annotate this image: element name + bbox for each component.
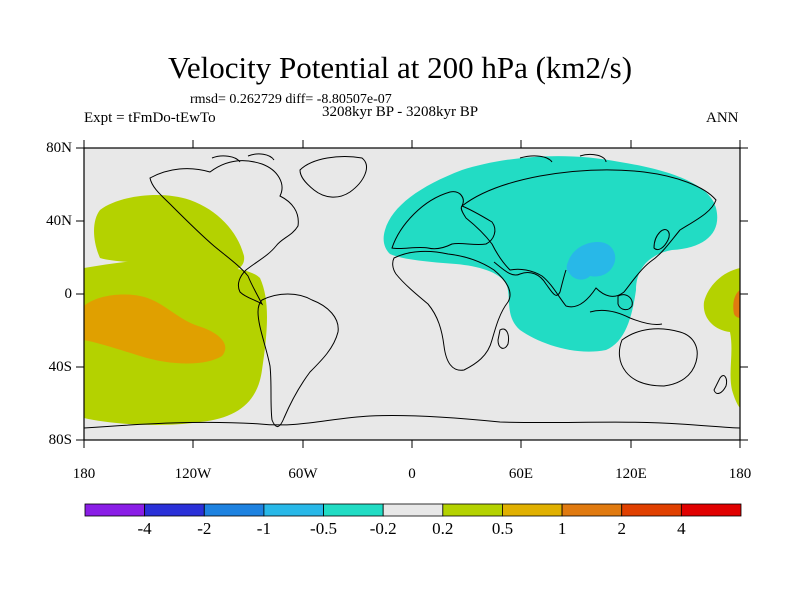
coastline-arabia-india — [493, 261, 567, 296]
lat-label-eq: 0 — [64, 286, 73, 302]
coastline-borneo — [617, 294, 633, 311]
colorbar-label: 1 — [557, 519, 567, 538]
colorbar-label: 2 — [617, 519, 626, 538]
time-period-label: 3208kyr BP - 3208kyr BP — [322, 104, 479, 120]
colorbar-label: -2 — [197, 519, 212, 538]
map-title: Velocity Potential at 200 hPa (km2/s) — [167, 50, 633, 85]
colorbar-label: -0.5 — [310, 519, 337, 538]
coastlines — [84, 153, 740, 429]
coastline-greenland — [299, 156, 367, 198]
coastline-north-america — [149, 160, 299, 306]
coastline-africa — [392, 250, 511, 371]
lon-label-60e: 60E — [508, 466, 534, 482]
contour-west-pacific-positive — [703, 268, 740, 408]
colorbar-swatch — [203, 503, 265, 517]
contour-asia-strong-negative — [566, 242, 616, 280]
colorbar — [84, 503, 742, 517]
y-ticks — [76, 147, 748, 441]
stats-text: rmsd= 0.262729 diff= -8.80507e-07 — [190, 92, 392, 107]
coastline-europe — [391, 191, 496, 250]
lat-label-40n: 40N — [46, 213, 72, 229]
colorbar-label: 0.2 — [432, 519, 454, 538]
season-label: ANN — [706, 110, 739, 126]
coastline-australia — [618, 328, 698, 387]
coastline-antarctica — [84, 414, 740, 429]
experiment-label: Expt = tFmDo-tEwTo — [84, 110, 216, 126]
colorbar-swatch — [263, 503, 324, 517]
lat-label-80n: 80N — [46, 140, 72, 156]
x-ticks — [83, 140, 741, 448]
contour-west-pacific-orange — [733, 290, 740, 318]
lon-label-180e: 180 — [728, 466, 752, 482]
lon-label-120e: 120E — [615, 466, 647, 482]
lat-label-40s: 40S — [48, 359, 72, 375]
coastline-south-america — [257, 293, 339, 427]
colorbar-swatch — [561, 503, 623, 517]
lon-label-60w: 60W — [288, 466, 318, 482]
colorbar-label: -0.2 — [369, 519, 397, 538]
colorbar-swatch — [502, 503, 563, 517]
coastline-japan — [653, 229, 670, 251]
colorbar-swatch — [382, 503, 444, 517]
colorbar-label: 0.5 — [491, 519, 514, 538]
contour-northeast-pacific-positive — [94, 195, 245, 272]
colorbar-swatch — [680, 503, 742, 517]
lat-label-80s: 80S — [48, 432, 72, 448]
lon-label-180w: 180 — [72, 466, 96, 482]
colorbar-swatch — [323, 503, 384, 517]
contour-pacific-orange — [84, 294, 226, 364]
coastline-madagascar — [497, 328, 509, 349]
coastline-asia — [460, 169, 717, 308]
colorbar-swatch — [84, 503, 146, 517]
lon-label-0: 0 — [408, 466, 416, 482]
colorbar-label: -1 — [256, 519, 271, 538]
coastline-indonesia — [589, 309, 663, 325]
contour-eurasia-negative — [383, 156, 718, 352]
colorbar-label: -4 — [137, 519, 152, 538]
colorbar-swatch — [621, 503, 682, 517]
coastline-new-zealand — [713, 375, 727, 394]
colorbar-swatch — [442, 503, 503, 517]
lon-label-120w: 120W — [174, 466, 212, 482]
coastline-arctic-islands — [211, 153, 607, 163]
colorbar-label: 4 — [677, 519, 686, 538]
colorbar-swatch — [144, 503, 205, 517]
